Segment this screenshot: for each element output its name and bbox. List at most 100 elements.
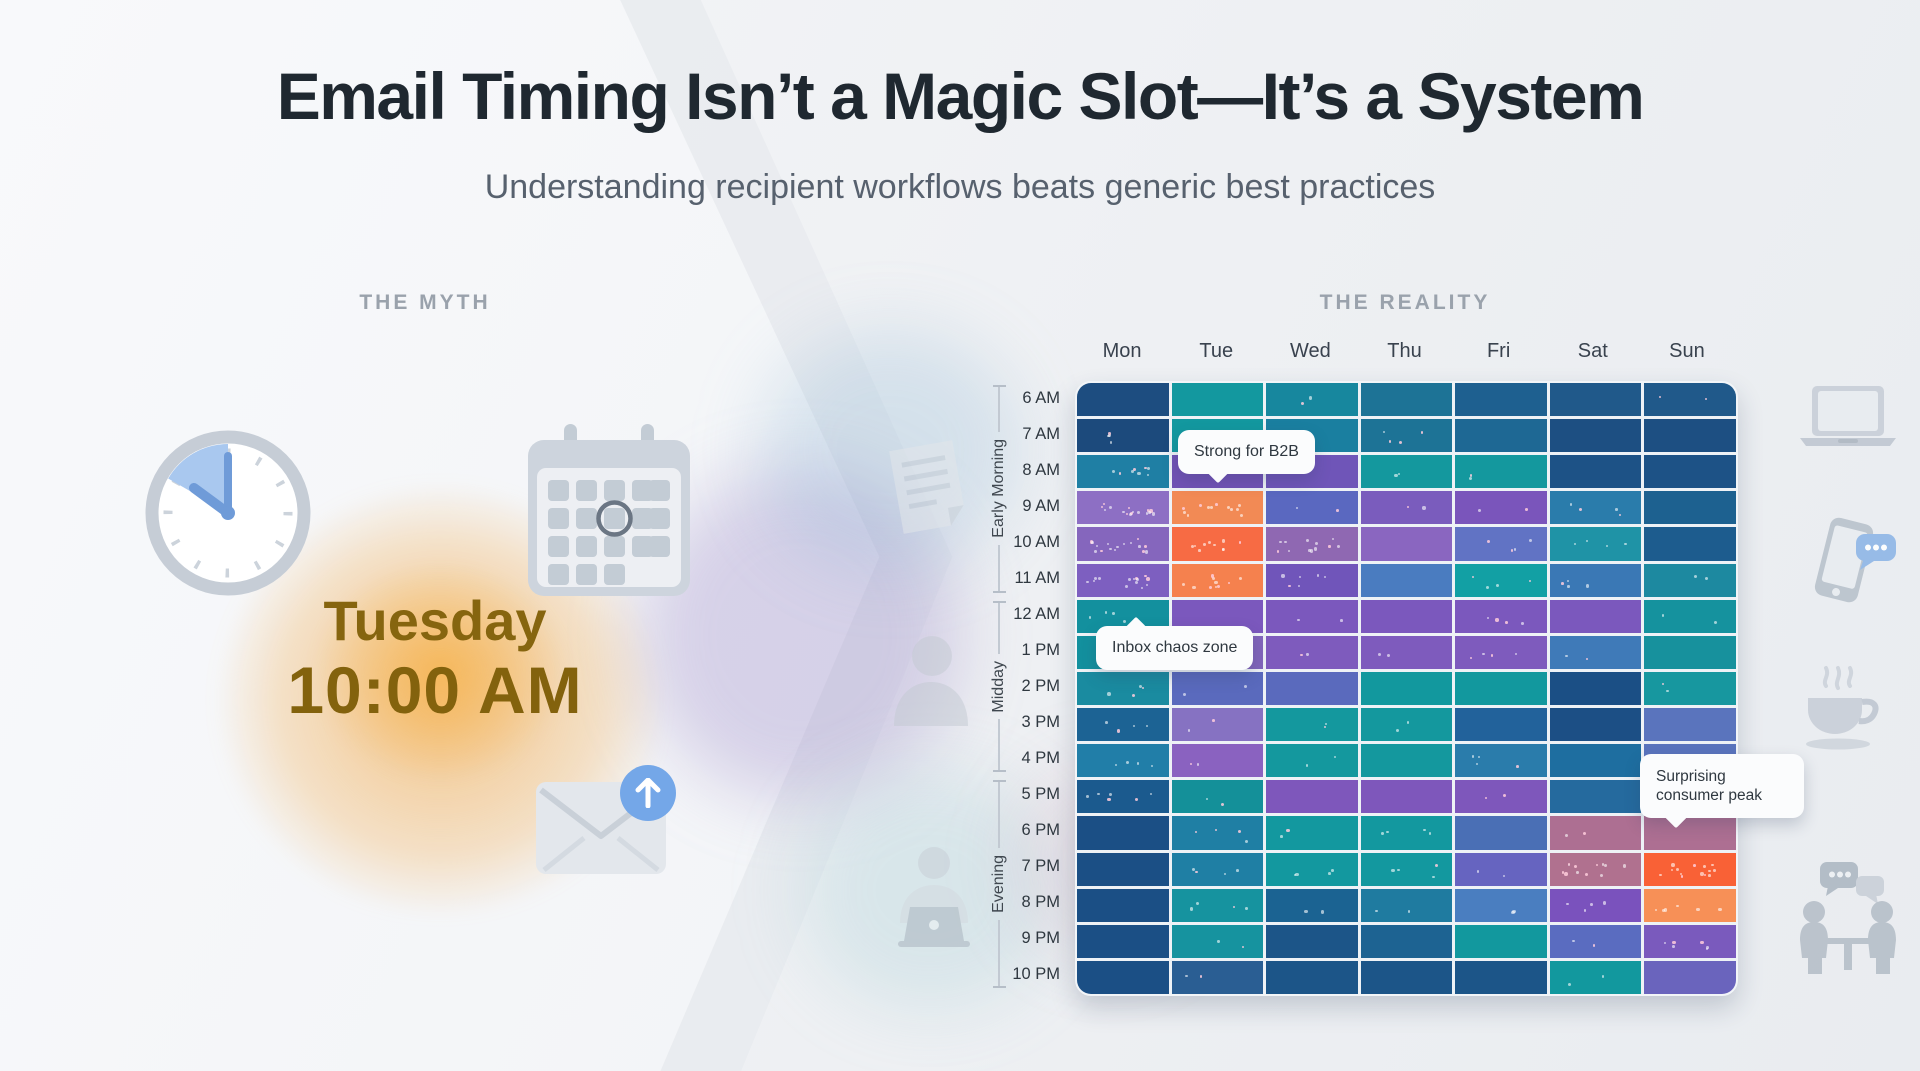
speckle-dot xyxy=(1471,755,1475,758)
heatmap-cell xyxy=(1266,852,1358,886)
heatmap-cell xyxy=(1549,852,1642,886)
speckle-dot xyxy=(1132,725,1135,728)
speckle-dot xyxy=(1144,466,1148,470)
time-label: 1 PM xyxy=(1021,641,1060,660)
speckle-dot xyxy=(1298,575,1301,578)
speckle-dot xyxy=(1086,580,1089,583)
speckle-dot xyxy=(1092,579,1096,583)
speckle-dot xyxy=(1679,872,1682,876)
heatmap-cell xyxy=(1455,491,1547,525)
heatmap-cell xyxy=(1455,635,1547,669)
speckle-dot xyxy=(1300,401,1305,406)
speckle-dot xyxy=(1521,622,1524,626)
speckle-dot xyxy=(1112,470,1116,474)
speckle-dot xyxy=(1295,507,1298,510)
speckle-dot xyxy=(1670,863,1675,867)
bracket-line xyxy=(998,602,1000,654)
heatmap-cell xyxy=(1171,671,1264,706)
speckle-dot xyxy=(1097,792,1100,796)
speckle-dot xyxy=(1141,550,1145,554)
speckle-dot xyxy=(1711,863,1714,867)
speckle-dot xyxy=(1206,506,1210,510)
speckle-dot xyxy=(1189,907,1194,911)
heatmap-cell xyxy=(1360,635,1453,669)
person-icon xyxy=(888,630,974,726)
speckle-dot xyxy=(1407,506,1410,509)
speckle-dot xyxy=(1146,583,1149,586)
day-header: Sat xyxy=(1577,339,1608,362)
speckle-dot xyxy=(1564,872,1568,876)
speckle-dot xyxy=(1112,612,1116,616)
heatmap-cell xyxy=(1077,924,1169,958)
speckle-dot xyxy=(1107,691,1111,696)
speckle-dot xyxy=(1125,760,1129,764)
speckle-dot xyxy=(1601,863,1605,867)
heatmap-cell xyxy=(1549,563,1642,597)
speckle-dot xyxy=(1107,434,1110,438)
heatmap-cell xyxy=(1266,888,1358,922)
speckle-dot xyxy=(1704,576,1708,581)
heatmap-cell xyxy=(1171,960,1264,994)
heatmap-cell xyxy=(1171,816,1264,850)
heatmap-cell xyxy=(1455,419,1547,453)
speckle-dot xyxy=(1333,756,1336,759)
heatmap-cell xyxy=(1077,419,1169,453)
speckle-dot xyxy=(1109,440,1113,444)
speckle-dot xyxy=(1524,507,1528,511)
speckle-dot xyxy=(1478,508,1482,512)
heatmap-cell xyxy=(1266,744,1358,778)
speckle-dot xyxy=(1300,653,1304,657)
heatmap-cell xyxy=(1549,744,1642,778)
speckle-dot xyxy=(1297,618,1300,622)
heatmap-cell xyxy=(1549,455,1642,489)
heatmap-cell xyxy=(1360,924,1453,958)
heatmap-cell xyxy=(1360,744,1453,778)
speckle-dot xyxy=(1323,725,1326,728)
speckle-dot xyxy=(1086,795,1090,798)
heatmap-cell xyxy=(1644,960,1736,994)
speckle-dot xyxy=(1210,574,1215,578)
speckle-dot xyxy=(1230,507,1234,511)
speckle-dot xyxy=(1330,869,1334,873)
speckle-dot xyxy=(1583,909,1587,913)
speckle-dot xyxy=(1382,430,1386,434)
heatmap-cell xyxy=(1455,599,1547,633)
speckle-dot xyxy=(1235,507,1240,512)
myth-section-label: THE MYTH xyxy=(359,291,491,314)
heatmap-cell xyxy=(1455,671,1547,706)
callout-inbox-chaos: Inbox chaos zone xyxy=(1096,626,1254,670)
speckle-dot xyxy=(1101,505,1104,508)
speckle-dot xyxy=(1578,508,1582,512)
time-label: 7 PM xyxy=(1021,856,1060,875)
heatmap-cell xyxy=(1266,599,1358,633)
group-label: Early Morning xyxy=(990,439,1007,539)
speckle-dot xyxy=(1141,586,1144,589)
heatmap-cell xyxy=(1360,563,1453,597)
speckle-dot xyxy=(1095,545,1098,548)
speckle-dot xyxy=(1145,724,1148,727)
speckle-dot xyxy=(1298,585,1301,588)
time-label: 4 PM xyxy=(1021,748,1060,767)
heatmap-cell xyxy=(1077,816,1169,850)
speckle-dot xyxy=(1487,540,1491,544)
speckle-dot xyxy=(1144,574,1147,578)
heatmap-cell xyxy=(1455,563,1547,597)
myth-day-text: Tuesday xyxy=(323,589,547,652)
speckle-dot xyxy=(1561,871,1565,874)
speckle-dot xyxy=(1340,619,1343,623)
speckle-dot xyxy=(1569,503,1572,506)
speckle-dot xyxy=(1585,584,1589,588)
speckle-dot xyxy=(1708,874,1711,877)
speckle-dot xyxy=(1314,541,1319,546)
speckle-dot xyxy=(1397,868,1400,872)
heatmap-cell xyxy=(1549,924,1642,958)
heatmap-cell xyxy=(1171,527,1264,561)
heatmap-cell xyxy=(1266,780,1358,814)
speckle-dot xyxy=(1244,684,1248,688)
heatmap-cell xyxy=(1455,960,1547,994)
heatmap-cell xyxy=(1077,563,1169,597)
group-bracket-early-morning: Early Morning xyxy=(988,385,1010,593)
speckle-dot xyxy=(1143,545,1147,548)
speckle-dot xyxy=(1135,578,1139,582)
heatmap-cell xyxy=(1266,671,1358,706)
